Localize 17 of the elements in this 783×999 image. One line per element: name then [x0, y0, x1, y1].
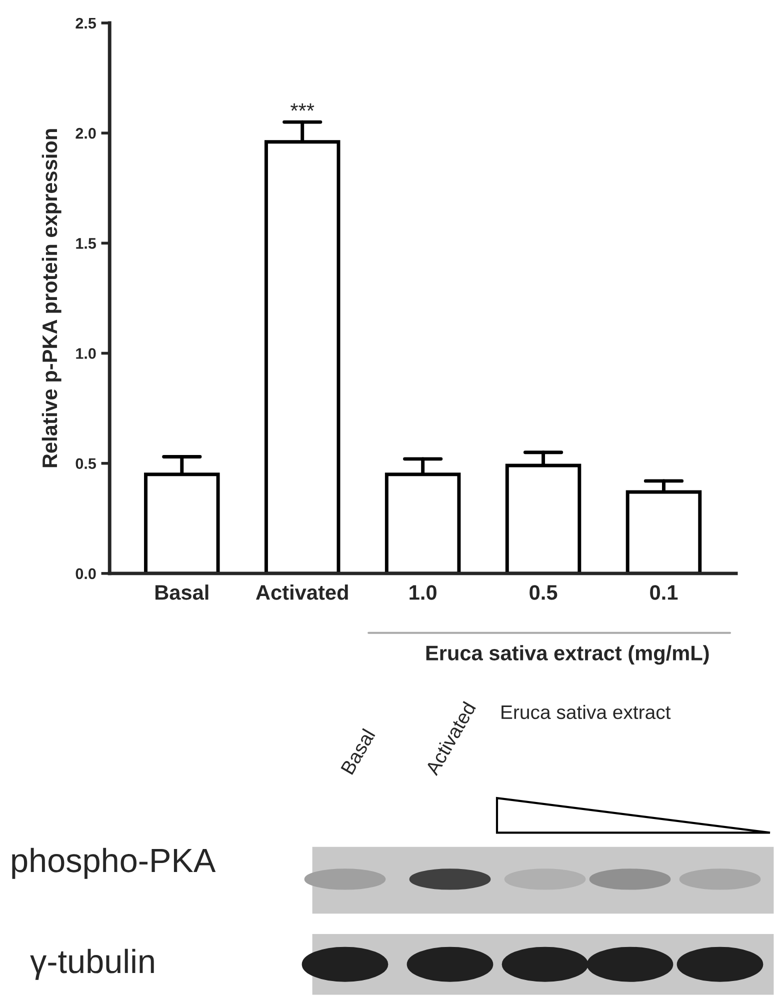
text: γ-tubulin	[30, 948, 154, 980]
text: phospho-PKA	[12, 848, 216, 879]
x-axis-title: Eruca sativa extract (mg/mL)	[426, 645, 709, 665]
y-tick-label: 1.5	[76, 238, 96, 249]
y-tick-label: 2.5	[76, 18, 96, 29]
y-tick-label: 2.0	[76, 128, 96, 139]
x-tick-label: 0.1	[650, 585, 678, 600]
x-tick-label: 0.5	[530, 585, 558, 600]
y-axis-title: Relative p-PKA protein expression	[42, 129, 62, 468]
y-tick-label: 1.0	[76, 348, 96, 359]
y-tick-label: 0.0	[76, 568, 96, 580]
x-tick-label: 1.0	[410, 585, 436, 600]
text: Eruca sativa extract	[502, 704, 671, 720]
x-tick-label: Activated	[256, 584, 348, 600]
y-tick-label: 0.5	[76, 458, 96, 470]
x-tick-label: Basal	[155, 584, 208, 600]
annotation: ***	[290, 103, 314, 111]
